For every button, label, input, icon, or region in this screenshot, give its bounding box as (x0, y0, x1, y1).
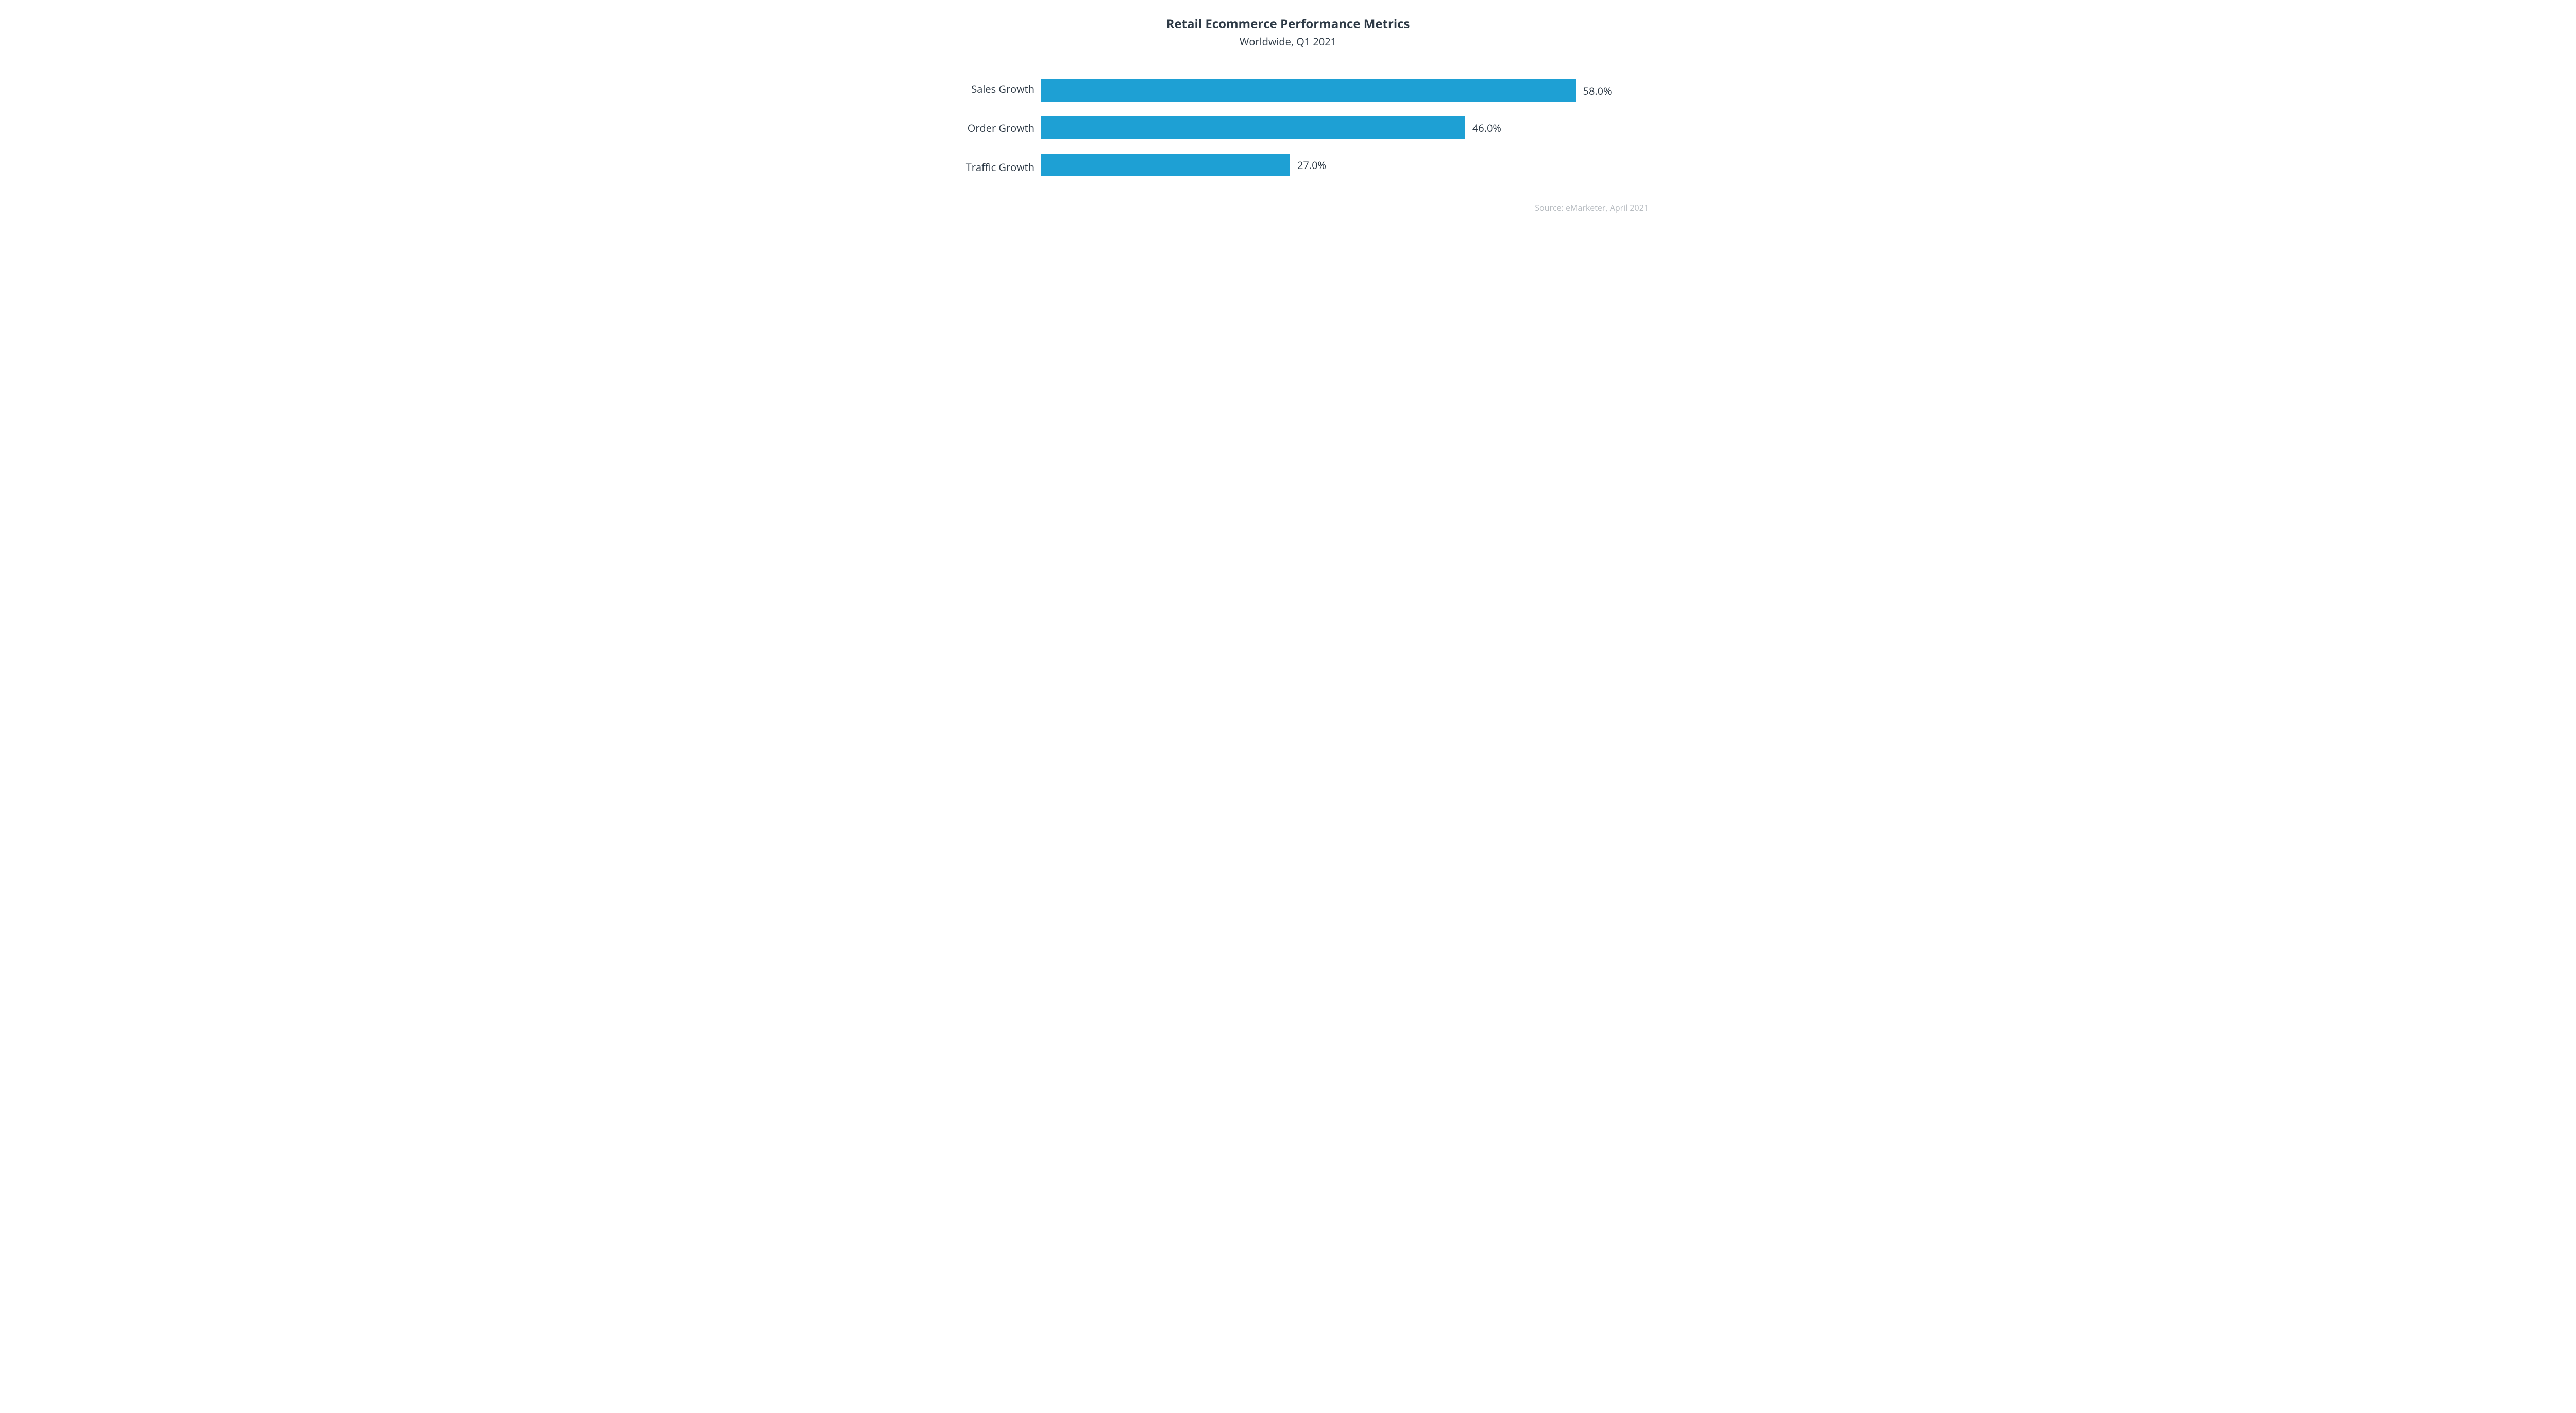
category-labels: Sales Growth Order Growth Traffic Growth (927, 69, 1041, 187)
category-label: Order Growth (968, 116, 1035, 139)
source-attribution: Source: eMarketer, April 2021 (927, 202, 1649, 213)
bar-value: 46.0% (1472, 121, 1501, 135)
chart-title: Retail Ecommerce Performance Metrics (927, 15, 1649, 32)
category-label: Traffic Growth (966, 156, 1035, 178)
bar-row: 46.0% (1041, 116, 1649, 139)
bar-value: 58.0% (1583, 84, 1612, 98)
category-label: Sales Growth (971, 77, 1035, 100)
bar (1041, 79, 1576, 102)
chart-subtitle: Worldwide, Q1 2021 (927, 35, 1649, 48)
bars-area: Sales Growth Order Growth Traffic Growth… (927, 69, 1649, 187)
bar (1041, 116, 1465, 139)
chart-container: Retail Ecommerce Performance Metrics Wor… (927, 15, 1649, 213)
bar-row: 58.0% (1041, 79, 1649, 102)
bar-row: 27.0% (1041, 154, 1649, 176)
plot-area: 58.0% 46.0% 27.0% (1041, 69, 1649, 187)
bar-value: 27.0% (1297, 158, 1326, 172)
bar (1041, 154, 1290, 176)
